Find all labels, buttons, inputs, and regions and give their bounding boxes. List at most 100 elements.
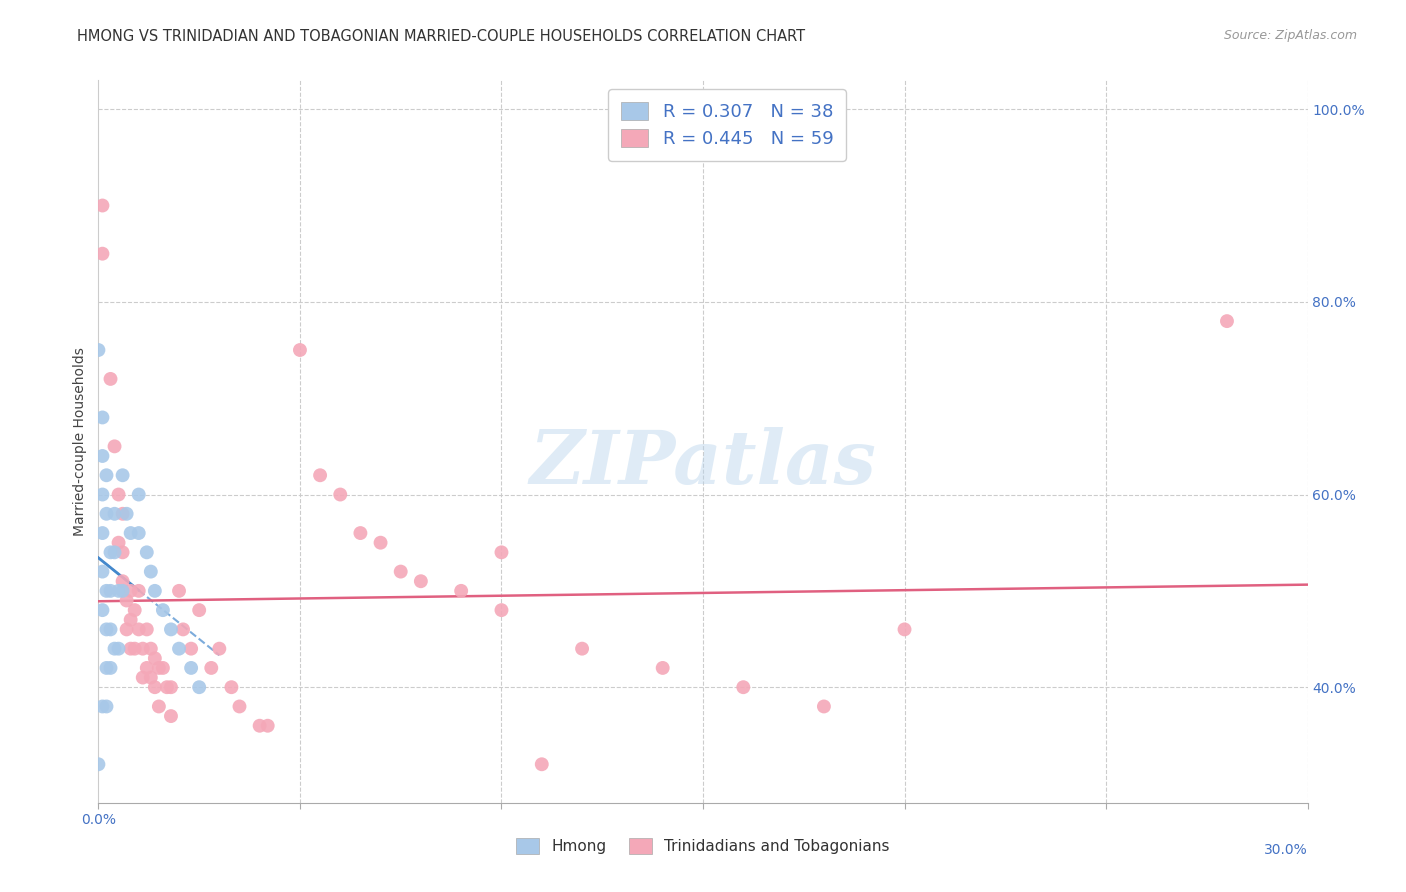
Point (1216, 314, 1239, 328)
Point (309, 468, 332, 483)
Text: ZIPatlas: ZIPatlas (530, 427, 876, 500)
Point (249, 719, 271, 733)
Point (128, 487, 150, 501)
Point (143, 583, 166, 598)
Point (96, 468, 118, 483)
Point (143, 651, 166, 665)
Point (91, 487, 114, 501)
Point (124, 603, 146, 617)
Point (132, 641, 155, 656)
Point (200, 661, 222, 675)
Point (128, 583, 150, 598)
Point (115, 593, 138, 607)
Point (128, 526, 150, 541)
Point (100, 623, 122, 637)
Point (96, 507, 118, 521)
Point (91, 526, 114, 541)
Point (160, 709, 183, 723)
Point (172, 623, 194, 637)
Point (91, 449, 114, 463)
Point (135, 545, 157, 559)
Point (370, 535, 392, 549)
Point (132, 671, 155, 685)
Point (91, 565, 114, 579)
Point (139, 641, 162, 656)
Point (120, 613, 142, 627)
Point (180, 641, 202, 656)
Point (409, 574, 432, 589)
Point (893, 623, 915, 637)
Point (389, 565, 412, 579)
Point (96, 661, 118, 675)
Point (491, 545, 513, 559)
Point (103, 507, 125, 521)
Point (91, 410, 114, 425)
Point (571, 641, 593, 656)
Point (100, 372, 122, 386)
Point (180, 661, 202, 675)
Point (167, 583, 190, 598)
Point (208, 641, 231, 656)
Point (120, 526, 142, 541)
Point (160, 623, 183, 637)
Point (160, 680, 183, 694)
Point (120, 583, 142, 598)
Point (111, 574, 134, 589)
Text: Source: ZipAtlas.com: Source: ZipAtlas.com (1223, 29, 1357, 42)
Point (103, 545, 125, 559)
Point (152, 603, 174, 617)
Point (91, 603, 114, 617)
Point (651, 661, 673, 675)
Point (139, 671, 162, 685)
Point (120, 641, 142, 656)
Point (107, 535, 129, 549)
Point (135, 661, 157, 675)
Text: HMONG VS TRINIDADIAN AND TOBAGONIAN MARRIED-COUPLE HOUSEHOLDS CORRELATION CHART: HMONG VS TRINIDADIAN AND TOBAGONIAN MARR… (77, 29, 806, 44)
Point (103, 641, 125, 656)
Point (128, 623, 150, 637)
Point (221, 680, 243, 694)
Point (813, 699, 835, 714)
Point (115, 507, 138, 521)
Point (733, 680, 755, 694)
Point (491, 603, 513, 617)
Point (91, 246, 114, 260)
Point (329, 487, 352, 501)
Point (103, 439, 125, 453)
Point (107, 641, 129, 656)
Point (96, 583, 118, 598)
Point (167, 641, 190, 656)
Point (115, 623, 138, 637)
Point (228, 699, 250, 714)
Point (107, 487, 129, 501)
Point (91, 198, 114, 212)
Point (91, 699, 114, 714)
Point (148, 661, 170, 675)
Point (530, 757, 553, 772)
Point (450, 583, 472, 598)
Point (111, 545, 134, 559)
Point (256, 719, 278, 733)
Point (111, 507, 134, 521)
Text: 30.0%: 30.0% (1264, 843, 1308, 856)
Point (87, 343, 110, 357)
Point (100, 545, 122, 559)
Point (152, 661, 174, 675)
Point (188, 680, 211, 694)
Point (148, 699, 170, 714)
Y-axis label: Married-couple Households: Married-couple Households (73, 347, 87, 536)
Point (87, 757, 110, 772)
Point (100, 583, 122, 598)
Point (107, 583, 129, 598)
Point (96, 699, 118, 714)
Point (111, 583, 134, 598)
Point (288, 343, 311, 357)
Point (135, 623, 157, 637)
Point (143, 680, 166, 694)
Point (349, 526, 371, 541)
Point (96, 623, 118, 637)
Point (111, 468, 134, 483)
Point (124, 641, 146, 656)
Point (100, 661, 122, 675)
Point (139, 565, 162, 579)
